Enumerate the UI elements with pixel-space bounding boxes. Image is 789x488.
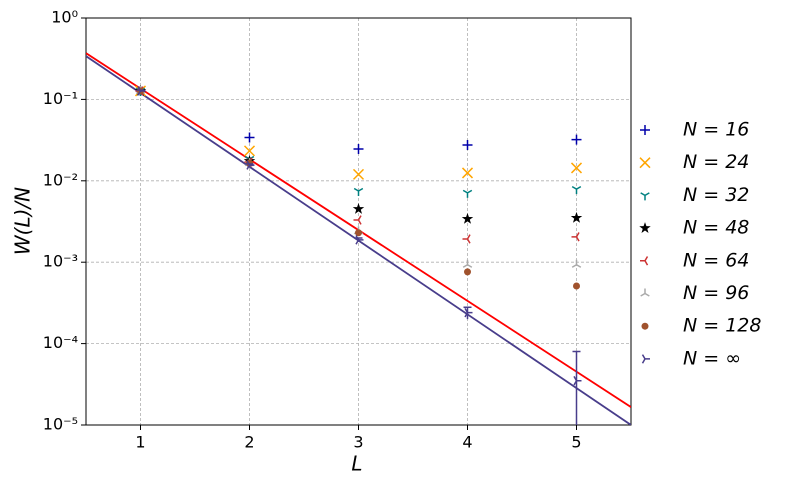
marker: [462, 259, 473, 268]
x-tick-label: 4: [462, 433, 472, 452]
legend-marker: [641, 322, 649, 330]
marker: [570, 211, 583, 223]
legend-marker: [639, 157, 651, 169]
marker: [355, 229, 362, 237]
marker: [462, 140, 473, 151]
legend-label: N = 96: [683, 282, 749, 304]
marker: [461, 212, 474, 224]
marker: [244, 132, 255, 143]
legend-label: N = 128: [683, 315, 761, 337]
marker: [355, 235, 364, 245]
error-bar: [572, 350, 581, 425]
marker: [137, 86, 146, 96]
marker: [571, 185, 582, 195]
marker: [352, 203, 365, 214]
legend-label: N = 64: [683, 249, 749, 271]
legend-label: N = ∞: [683, 347, 741, 369]
y-tick-label: 10⁻³: [43, 252, 78, 271]
marker: [462, 189, 473, 198]
marker: [353, 143, 364, 154]
marker: [352, 168, 365, 180]
x-axis-label: L: [351, 452, 362, 476]
x-tick-label: 1: [135, 433, 145, 452]
marker: [462, 234, 471, 244]
x-tick-label: 3: [353, 433, 363, 452]
marker: [570, 162, 583, 174]
marker: [464, 307, 473, 318]
legend-marker: [640, 256, 649, 266]
marker: [464, 268, 471, 276]
legend-label: N = 16: [683, 119, 749, 141]
y-tick-label: 10⁻²: [43, 170, 78, 189]
y-tick-label: 10⁻⁵: [43, 415, 78, 434]
legend-marker: [639, 222, 651, 233]
marker: [353, 215, 362, 225]
plot-frame: [85, 17, 632, 426]
marker: [243, 145, 256, 157]
x-tick-label: 5: [571, 433, 581, 452]
legend-label: N = 24: [683, 151, 749, 173]
y-tick-label: 10⁰: [51, 8, 78, 27]
legend-label: N = 48: [683, 217, 749, 239]
marker: [461, 167, 474, 179]
y-tick-label: 10⁻¹: [43, 89, 78, 108]
legend-marker: [641, 354, 650, 364]
marker: [246, 160, 255, 170]
y-axis-label: W(L)/N: [11, 187, 35, 255]
plot-area: [86, 52, 631, 425]
marker: [573, 376, 582, 386]
marker: [571, 259, 582, 268]
marker: [571, 134, 582, 145]
legend-marker: [640, 288, 650, 297]
marker: [353, 187, 364, 196]
legend-marker: [640, 125, 650, 135]
x-tick-label: 2: [244, 433, 254, 452]
marker: [573, 282, 580, 290]
legend-label: N = 32: [683, 184, 749, 206]
marker: [571, 232, 580, 242]
y-tick-label: 10⁻⁴: [43, 333, 78, 352]
legend-marker: [640, 192, 650, 201]
